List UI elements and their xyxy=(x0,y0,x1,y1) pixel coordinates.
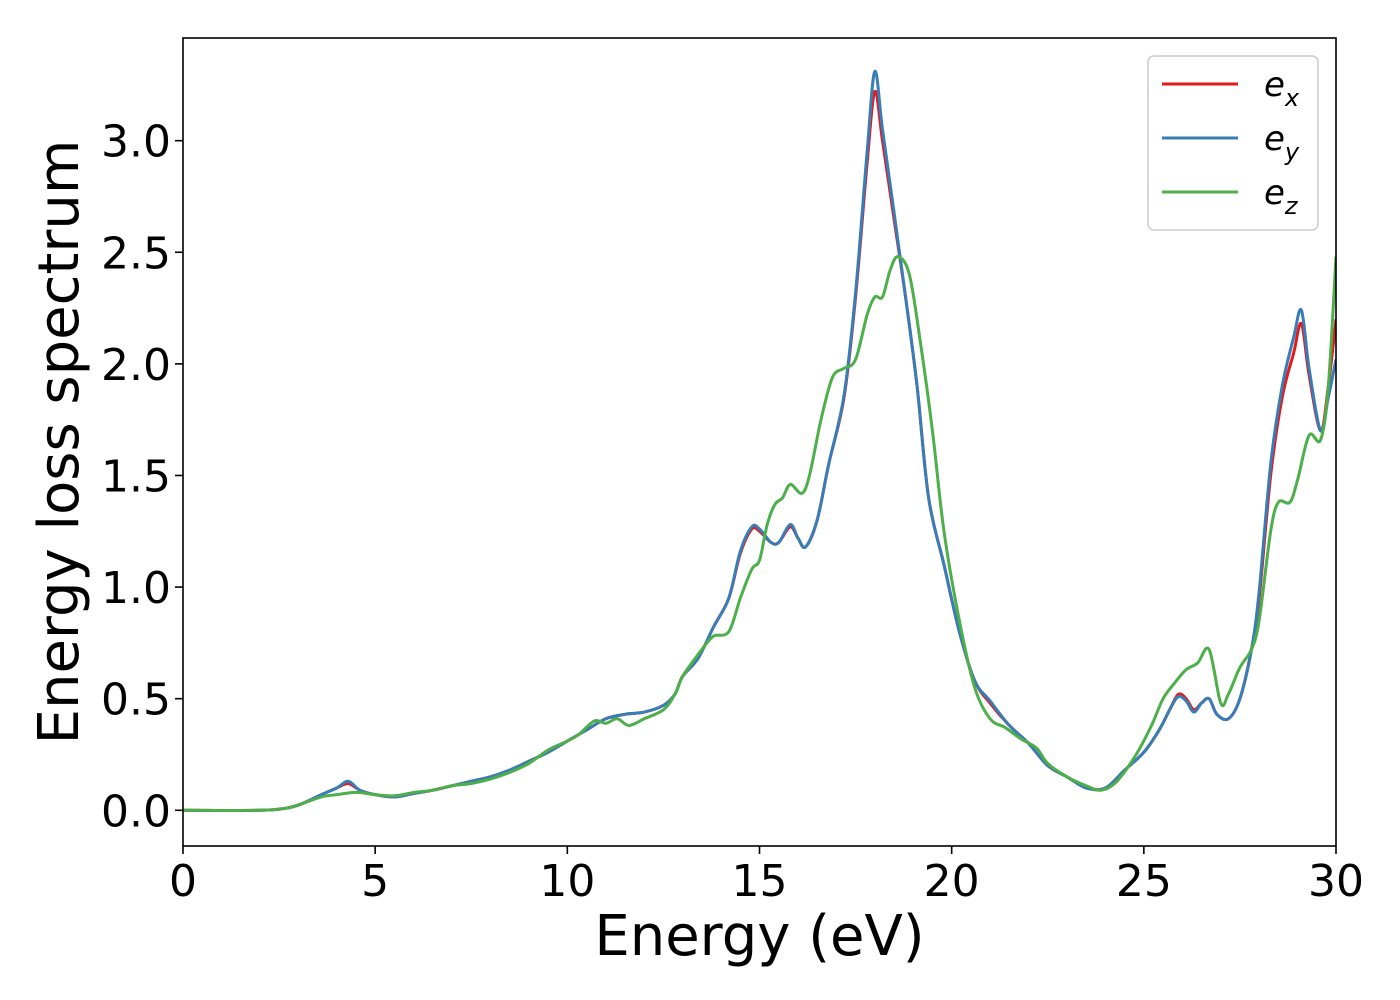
y-axis: 0.0 0.5 1.0 1.5 2.0 2.5 3.0 xyxy=(101,117,183,837)
x-tick-label: 10 xyxy=(539,856,595,907)
x-tick-label: 30 xyxy=(1308,856,1364,907)
x-tick-label: 20 xyxy=(924,856,980,907)
legend: ex ey ez xyxy=(1147,55,1319,231)
legend-label-ey: ey xyxy=(1264,119,1300,166)
y-tick-label: 0.5 xyxy=(101,675,171,726)
x-tick-label: 25 xyxy=(1116,856,1172,907)
x-tick-label: 0 xyxy=(169,856,197,907)
series-line-ez xyxy=(183,255,1336,812)
legend-box xyxy=(1147,55,1319,231)
legend-label-ex: ex xyxy=(1264,65,1300,112)
x-tick-label: 5 xyxy=(361,856,389,907)
y-axis-label: Energy loss spectrum xyxy=(27,140,92,745)
y-tick-label: 0.0 xyxy=(101,786,171,837)
x-axis-label: Energy (eV) xyxy=(594,904,924,969)
y-tick-label: 2.5 xyxy=(101,228,171,279)
x-tick-label: 15 xyxy=(732,856,788,907)
y-tick-label: 2.0 xyxy=(101,340,171,391)
y-tick-label: 1.5 xyxy=(101,451,171,502)
legend-label-ez: ez xyxy=(1264,173,1299,220)
y-tick-label: 1.0 xyxy=(101,563,171,614)
y-tick-label: 3.0 xyxy=(101,117,171,168)
series-line-ey xyxy=(183,69,1336,812)
x-axis: 0 5 10 15 20 25 30 xyxy=(169,846,1364,907)
series-layer xyxy=(183,69,1336,812)
